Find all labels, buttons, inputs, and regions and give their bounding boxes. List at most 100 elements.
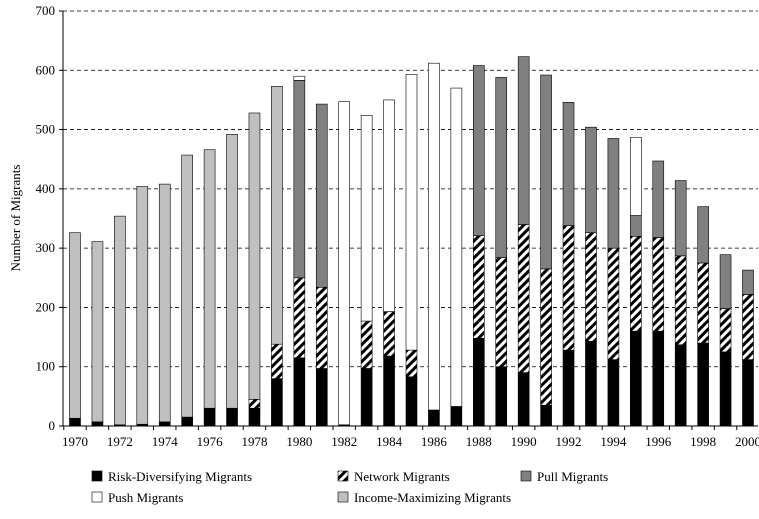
legend-swatch — [91, 470, 103, 482]
y-tick-label: 0 — [49, 418, 56, 433]
legend-label: Pull Migrants — [537, 469, 608, 484]
y-tick-label: 500 — [36, 122, 56, 137]
bar-segment — [114, 215, 126, 426]
legend-swatch — [520, 470, 532, 482]
bar-segment — [293, 75, 306, 81]
y-tick-label: 200 — [36, 299, 56, 314]
bar-segment — [405, 74, 418, 351]
bar-segment — [742, 294, 754, 360]
y-axis-label: Number of Migrants — [8, 165, 23, 272]
bar-segment — [472, 65, 485, 236]
x-tick-label: 1980 — [286, 434, 312, 449]
bar-segment — [697, 206, 709, 264]
x-tick-label: 1976 — [197, 434, 224, 449]
bar-segment — [630, 215, 642, 237]
bar-segment — [495, 257, 508, 368]
y-tick-label: 600 — [36, 62, 56, 77]
bar-segment — [719, 254, 732, 309]
bar-segment — [697, 262, 709, 344]
bar-segment — [293, 80, 306, 279]
bar-segment — [562, 349, 575, 427]
bar-segment — [517, 224, 530, 373]
bar-segment — [226, 134, 238, 409]
bar-segment — [652, 237, 665, 332]
bar-segment — [495, 366, 508, 427]
x-tick-label: 1988 — [466, 434, 492, 449]
legend-label: Risk-Diversifying Migrants — [108, 469, 252, 484]
bar-segment — [697, 342, 709, 427]
y-tick-label: 300 — [36, 240, 56, 255]
bar-segment — [719, 308, 732, 353]
bar-segment — [203, 407, 216, 427]
bar-segment — [293, 357, 306, 427]
bar-segment — [360, 320, 373, 369]
bar-segment — [69, 417, 81, 427]
bar-segment — [338, 101, 351, 426]
bar-segment — [271, 343, 283, 379]
x-tick-label: 1992 — [556, 434, 582, 449]
bar-segment — [630, 136, 642, 216]
bar-segment — [652, 160, 665, 238]
bar-segment — [315, 286, 328, 369]
x-tick-label: 1974 — [152, 434, 179, 449]
bar-segment — [271, 378, 283, 427]
bar-segment — [315, 103, 328, 288]
bar-segment — [181, 154, 193, 418]
bar-segment — [652, 330, 665, 427]
bar-segment — [607, 138, 620, 249]
bar-segment — [472, 235, 485, 339]
legend-swatch — [337, 491, 349, 503]
bar-segment — [91, 421, 104, 427]
bar-segment — [383, 355, 395, 427]
bar-segment — [293, 277, 306, 359]
bar-segment — [136, 186, 149, 425]
y-tick-label: 400 — [36, 181, 56, 196]
x-tick-label: 1978 — [241, 434, 267, 449]
bar-segment — [540, 268, 552, 406]
bar-segment — [203, 149, 216, 409]
bar-segment — [428, 62, 440, 411]
bar-segment — [607, 247, 620, 360]
bar-segment — [607, 359, 620, 427]
legend-swatch — [337, 470, 349, 482]
bar-segment — [158, 421, 171, 427]
legend-label: Network Migrants — [354, 469, 450, 484]
legend-swatch — [91, 491, 103, 503]
bar-segment — [360, 115, 373, 322]
x-tick-label: 1996 — [645, 434, 672, 449]
bar-segment — [248, 399, 261, 409]
bar-segment — [405, 376, 418, 427]
bar-segment — [674, 255, 687, 346]
bar-segment — [674, 180, 687, 257]
bar-segment — [719, 351, 732, 427]
bar-segment — [91, 241, 104, 423]
bar-segment — [158, 183, 171, 423]
bar-segment — [450, 87, 463, 407]
bar-segment — [405, 349, 418, 378]
bar-segment — [181, 416, 193, 427]
x-tick-label: 1986 — [421, 434, 448, 449]
y-tick-label: 700 — [36, 3, 56, 18]
bar-segment — [383, 99, 395, 312]
bar-segment — [517, 372, 530, 427]
bar-segment — [495, 77, 508, 258]
bar-segment — [585, 232, 597, 342]
bar-segment — [450, 406, 463, 427]
bar-segment — [248, 407, 261, 427]
bar-segment — [472, 337, 485, 427]
bar-segment — [428, 409, 440, 427]
bar-segment — [271, 85, 283, 345]
bar-segment — [562, 225, 575, 351]
bar-segment — [562, 102, 575, 226]
bar-segment — [585, 126, 597, 234]
legend-label: Push Migrants — [108, 490, 183, 505]
legend-label: Income-Maximizing Migrants — [354, 490, 511, 505]
bar-segment — [674, 344, 687, 427]
bar-segment — [517, 56, 530, 225]
bar-segment — [315, 368, 328, 427]
y-tick-label: 100 — [36, 359, 56, 374]
bar-segment — [226, 407, 238, 427]
bar-segment — [540, 404, 552, 427]
x-tick-label: 1984 — [376, 434, 403, 449]
